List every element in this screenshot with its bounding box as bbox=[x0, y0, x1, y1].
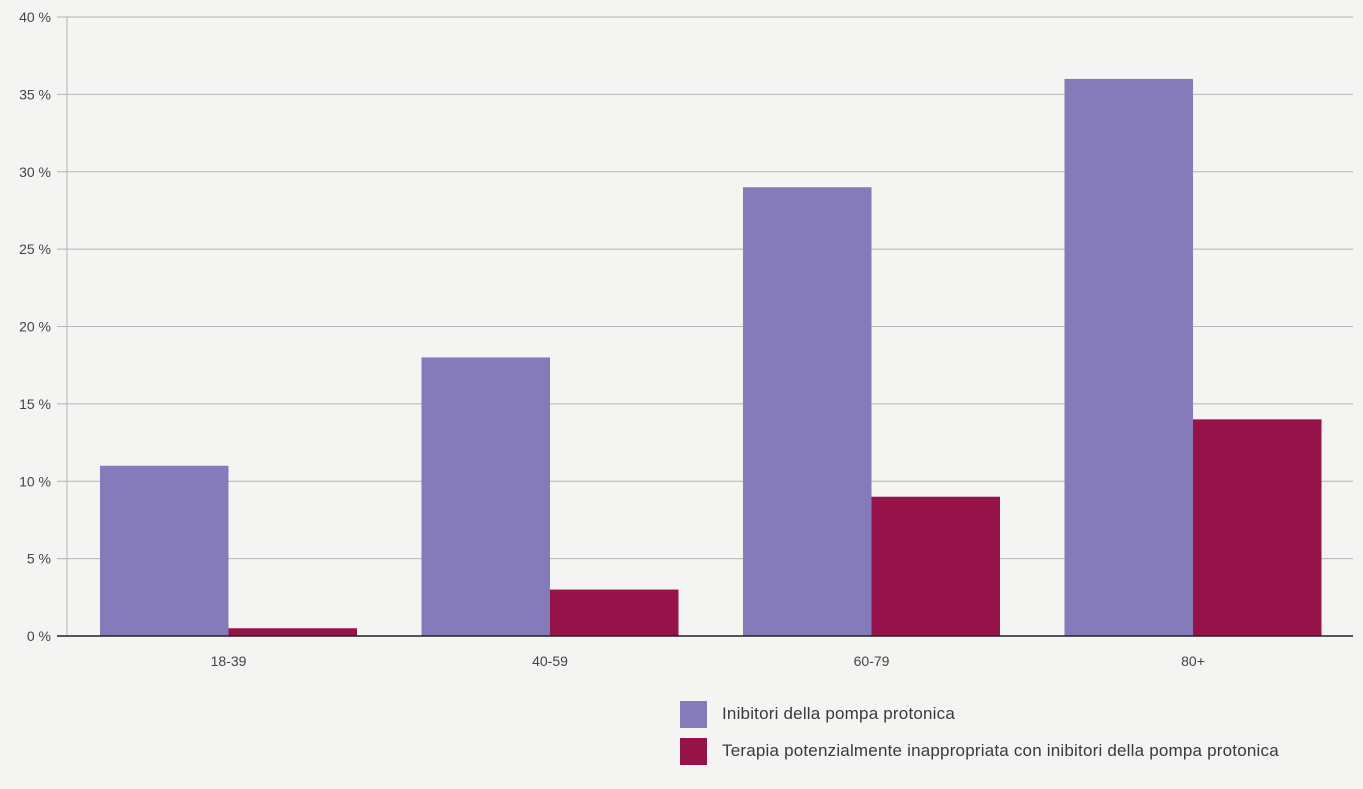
legend-item-series-1: Inibitori della pompa protonica bbox=[680, 701, 1300, 728]
y-tick-label: 0 % bbox=[27, 628, 51, 644]
y-tick-label: 40 % bbox=[19, 9, 51, 25]
x-tick-label: 60-79 bbox=[854, 653, 890, 669]
legend-label-series-2: Terapia potenzialmente inappropriata con… bbox=[722, 741, 1279, 760]
legend-swatch-series-1 bbox=[680, 701, 707, 728]
legend-item-series-2: Terapia potenzialmente inappropriata con… bbox=[680, 738, 1300, 765]
bar-series-2-80+ bbox=[1193, 419, 1322, 636]
y-tick-label: 25 % bbox=[19, 241, 51, 257]
bar-series-1-40-59 bbox=[421, 357, 550, 636]
legend-label-series-1: Inibitori della pompa protonica bbox=[722, 704, 956, 723]
bar-series-1-80+ bbox=[1064, 78, 1193, 636]
x-tick-label: 18-39 bbox=[211, 653, 247, 669]
y-tick-label: 20 % bbox=[19, 319, 51, 335]
y-tick-label: 10 % bbox=[19, 473, 51, 489]
x-tick-label: 80+ bbox=[1181, 653, 1205, 669]
y-tick-label: 30 % bbox=[19, 164, 51, 180]
legend: Inibitori della pompa protonica Terapia … bbox=[680, 701, 1300, 775]
legend-swatch-series-2 bbox=[680, 738, 707, 765]
bar-chart: 0 % 5 % 10 % 15 % 20 % 25 % 30 % 35 % 40 % 18-39 4… bbox=[19, 9, 1353, 669]
y-tick-label: 15 % bbox=[19, 396, 51, 412]
bar-series-2-60-79 bbox=[871, 496, 1000, 636]
bar-series-1-60-79 bbox=[743, 187, 872, 636]
bar-series-2-18-39 bbox=[228, 628, 357, 636]
x-tick-label: 40-59 bbox=[532, 653, 568, 669]
bar-series-1-18-39 bbox=[100, 465, 229, 636]
y-tick-label: 35 % bbox=[19, 86, 51, 102]
bar-series-2-40-59 bbox=[550, 589, 679, 636]
y-tick-label: 5 % bbox=[27, 551, 51, 567]
